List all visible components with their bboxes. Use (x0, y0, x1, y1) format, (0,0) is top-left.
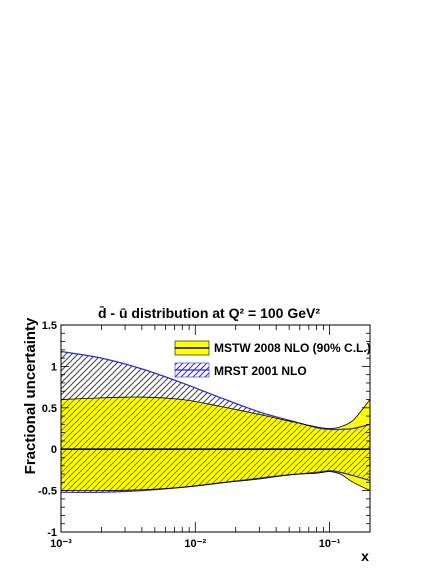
axis-ticks: -1 -0.5 0 0.5 1 1.5 10⁻³ 10⁻² 10⁻¹ (38, 320, 371, 550)
x-axis-label: x (361, 548, 369, 564)
mstw-upper-edge (60, 396, 371, 429)
mrst-upper-edge (60, 350, 371, 431)
legend-label-mrst: MRST 2001 NLO (214, 364, 307, 378)
y-axis-label: Fractional uncertainty (22, 317, 39, 474)
chart-title: d̄ - ū distribution at Q² = 100 GeV² (98, 304, 320, 321)
legend-label-mstw: MSTW 2008 NLO (90% C.L.) (214, 341, 371, 355)
y-tick-label: 1 (51, 361, 57, 373)
mstw-lower-edge (60, 471, 371, 492)
legend: MSTW 2008 NLO (90% C.L.) MRST 2001 NLO (174, 340, 371, 378)
y-tick-label: -0.5 (38, 486, 57, 498)
x-tick-label: 10⁻² (184, 538, 206, 550)
plot-area (60, 324, 371, 533)
x-tick-label: 10⁻³ (50, 538, 72, 550)
mrst-lower-edge (60, 470, 371, 493)
y-tick-label: 1.5 (42, 320, 57, 332)
x-tick-label: 10⁻¹ (319, 538, 341, 550)
y-tick-label: 0 (51, 444, 57, 456)
y-tick-label: -1 (47, 527, 57, 539)
overlap-hatch (61, 351, 370, 493)
plot-frame (60, 324, 371, 533)
y-tick-label: 0.5 (42, 403, 57, 415)
